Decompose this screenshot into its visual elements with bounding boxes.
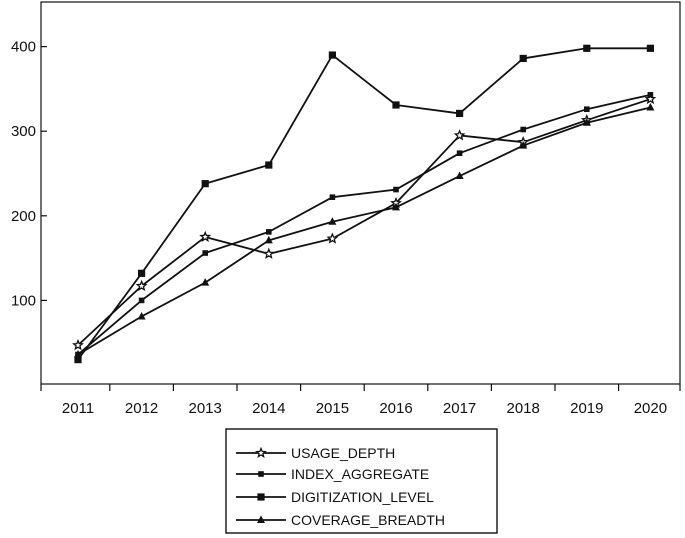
- series-coverage-breadth: [74, 103, 655, 358]
- legend-label-coverage-breadth: COVERAGE_BREADTH: [291, 512, 445, 528]
- data-point-index-aggregate: [202, 250, 208, 256]
- legend-marker-digitization-level: [257, 493, 265, 501]
- legend: USAGE_DEPTH INDEX_AGGREGATE DIGITIZATION_L…: [225, 428, 498, 534]
- series-usage-depth: [72, 92, 657, 351]
- x-tick-label: 2017: [443, 400, 476, 417]
- x-tick-label: 2016: [379, 400, 412, 417]
- y-tick-label: 400: [11, 39, 36, 56]
- data-point-index-aggregate: [393, 186, 399, 193]
- data-point-index-aggregate: [647, 92, 654, 98]
- data-point-coverage-breadth: [201, 278, 210, 286]
- x-tick-label: 2014: [252, 400, 285, 417]
- data-point-usage-depth: [135, 279, 148, 292]
- data-point-usage-depth: [199, 230, 212, 242]
- legend-label-index-aggregate: INDEX_AGGREGATE: [291, 466, 429, 482]
- data-point-coverage-breadth: [646, 103, 655, 111]
- series-line-coverage-breadth: [77, 106, 651, 356]
- data-point-digitization-level: [583, 44, 591, 52]
- x-tick-label: 2011: [62, 400, 94, 417]
- x-tick-label: 2012: [125, 400, 158, 417]
- data-point-coverage-breadth: [264, 235, 273, 244]
- x-axis: 2011 2012 2013 2014 2015 2016 2017 2018 2019 2020: [40, 384, 681, 417]
- x-tick-label: 2018: [507, 400, 540, 417]
- y-tick-label: 200: [11, 208, 36, 225]
- data-point-coverage-breadth: [74, 350, 82, 358]
- data-point-coverage-breadth: [392, 202, 400, 211]
- data-point-digitization-level: [138, 269, 146, 277]
- data-point-digitization-level: [392, 101, 400, 109]
- data-point-coverage-breadth: [582, 118, 591, 126]
- data-point-digitization-level: [646, 44, 654, 52]
- data-point-coverage-breadth: [328, 217, 337, 225]
- legend-label-usage-depth: USAGE_DEPTH: [291, 445, 395, 461]
- data-point-index-aggregate: [584, 106, 590, 113]
- data-point-digitization-level: [519, 54, 527, 63]
- data-point-index-aggregate: [329, 194, 336, 200]
- legend-marker-index-aggregate: [258, 471, 264, 477]
- data-point-coverage-breadth: [519, 141, 528, 149]
- x-tick-label: 2020: [634, 400, 667, 417]
- data-point-usage-depth: [644, 92, 657, 105]
- legend-label-digitization-level: DIGITIZATION_LEVEL: [291, 489, 434, 505]
- data-point-index-aggregate: [266, 229, 272, 235]
- data-point-digitization-level: [201, 180, 209, 188]
- data-point-index-aggregate: [520, 126, 526, 133]
- plot-border: [40, 1, 681, 385]
- legend-marker-usage-depth: [255, 446, 267, 459]
- plot-frame: [40, 1, 681, 385]
- y-tick-label: 300: [11, 123, 36, 140]
- x-tick-label: 2013: [189, 400, 222, 417]
- data-point-usage-depth: [326, 232, 339, 244]
- series-digitization-level: [74, 44, 654, 364]
- data-point-digitization-level: [328, 51, 336, 59]
- data-point-usage-depth: [72, 339, 84, 351]
- data-point-coverage-breadth: [455, 171, 464, 180]
- legend-box: [225, 428, 498, 534]
- series-line-digitization-level: [77, 47, 651, 361]
- data-point-index-aggregate: [138, 297, 145, 304]
- series-index-aggregate: [75, 92, 654, 358]
- data-point-coverage-breadth: [137, 311, 146, 320]
- data-point-usage-depth: [262, 247, 275, 259]
- data-point-digitization-level: [74, 356, 82, 364]
- legend-marker-coverage-breadth: [257, 515, 265, 523]
- data-point-usage-depth: [453, 129, 466, 141]
- x-tick-label: 2015: [316, 400, 349, 417]
- series-layer: [72, 44, 657, 364]
- data-point-digitization-level: [456, 109, 464, 118]
- data-point-index-aggregate: [456, 150, 463, 156]
- x-tick-label: 2019: [570, 400, 603, 417]
- series-line-index-aggregate: [77, 93, 651, 356]
- data-point-digitization-level: [265, 161, 273, 169]
- series-line-usage-depth: [77, 98, 651, 346]
- y-axis: 100 200 300 400: [11, 39, 47, 309]
- y-tick-label: 100: [11, 292, 36, 309]
